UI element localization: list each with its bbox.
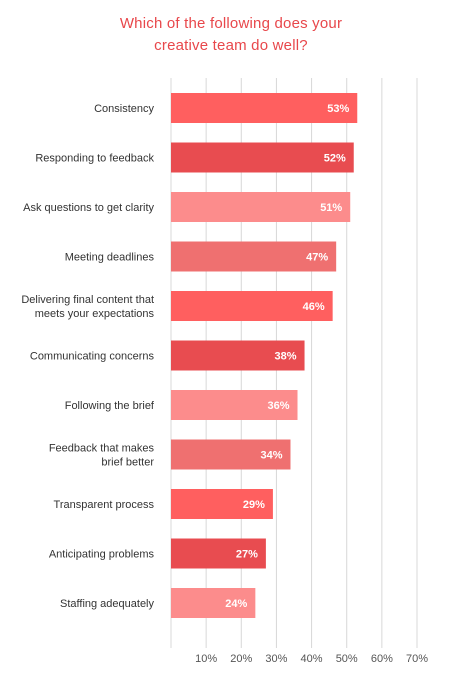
- value-label-10: 27%: [236, 549, 258, 561]
- value-label-11: 24%: [225, 598, 247, 610]
- bar-2: [171, 142, 354, 173]
- value-label-5: 46%: [303, 301, 325, 313]
- x-tick-label-20: 20%: [230, 653, 252, 665]
- x-tick-label-40: 40%: [301, 653, 323, 665]
- category-label-4: Meeting deadlines: [65, 252, 155, 264]
- category-label-7: Following the brief: [65, 400, 155, 412]
- bar-3: [171, 192, 351, 222]
- bar-1: [171, 93, 358, 123]
- value-label-6: 38%: [275, 351, 297, 363]
- value-label-9: 29%: [243, 499, 265, 511]
- value-label-3: 51%: [320, 202, 342, 214]
- category-label-8-line-2: brief better: [101, 457, 154, 469]
- category-label-8-line-1: Feedback that makes: [49, 443, 155, 455]
- x-tick-label-50: 50%: [336, 653, 358, 665]
- bar-5: [171, 291, 333, 321]
- chart-title-line-1: Which of the following does your: [119, 15, 343, 32]
- bar-10: [171, 538, 266, 569]
- category-label-11: Staffing adequately: [60, 598, 154, 610]
- bar-9: [171, 489, 273, 519]
- value-label-4: 47%: [306, 252, 328, 264]
- x-tick-label-60: 60%: [371, 653, 393, 665]
- value-label-7: 36%: [267, 400, 289, 412]
- category-label-10: Anticipating problems: [49, 549, 155, 561]
- bar-8: [171, 439, 291, 470]
- category-label-5-line-1: Delivering final content that: [21, 294, 154, 306]
- value-label-2: 52%: [324, 153, 346, 165]
- x-tick-label-70: 70%: [406, 653, 428, 665]
- category-label-3: Ask questions to get clarity: [23, 202, 154, 214]
- category-label-2: Responding to feedback: [35, 153, 154, 165]
- category-label-9: Transparent process: [54, 499, 155, 511]
- chart-title-line-2: creative team do well?: [154, 37, 308, 54]
- value-label-8: 34%: [260, 450, 282, 462]
- bar-11: [171, 588, 256, 618]
- category-label-1: Consistency: [94, 103, 154, 115]
- bar-7: [171, 390, 298, 420]
- x-tick-label-10: 10%: [195, 653, 217, 665]
- x-tick-label-30: 30%: [265, 653, 287, 665]
- bar-6: [171, 340, 305, 371]
- value-label-1: 53%: [327, 103, 349, 115]
- category-label-5-line-2: meets your expectations: [35, 308, 155, 320]
- bar-4: [171, 241, 337, 272]
- category-label-6: Communicating concerns: [30, 351, 155, 363]
